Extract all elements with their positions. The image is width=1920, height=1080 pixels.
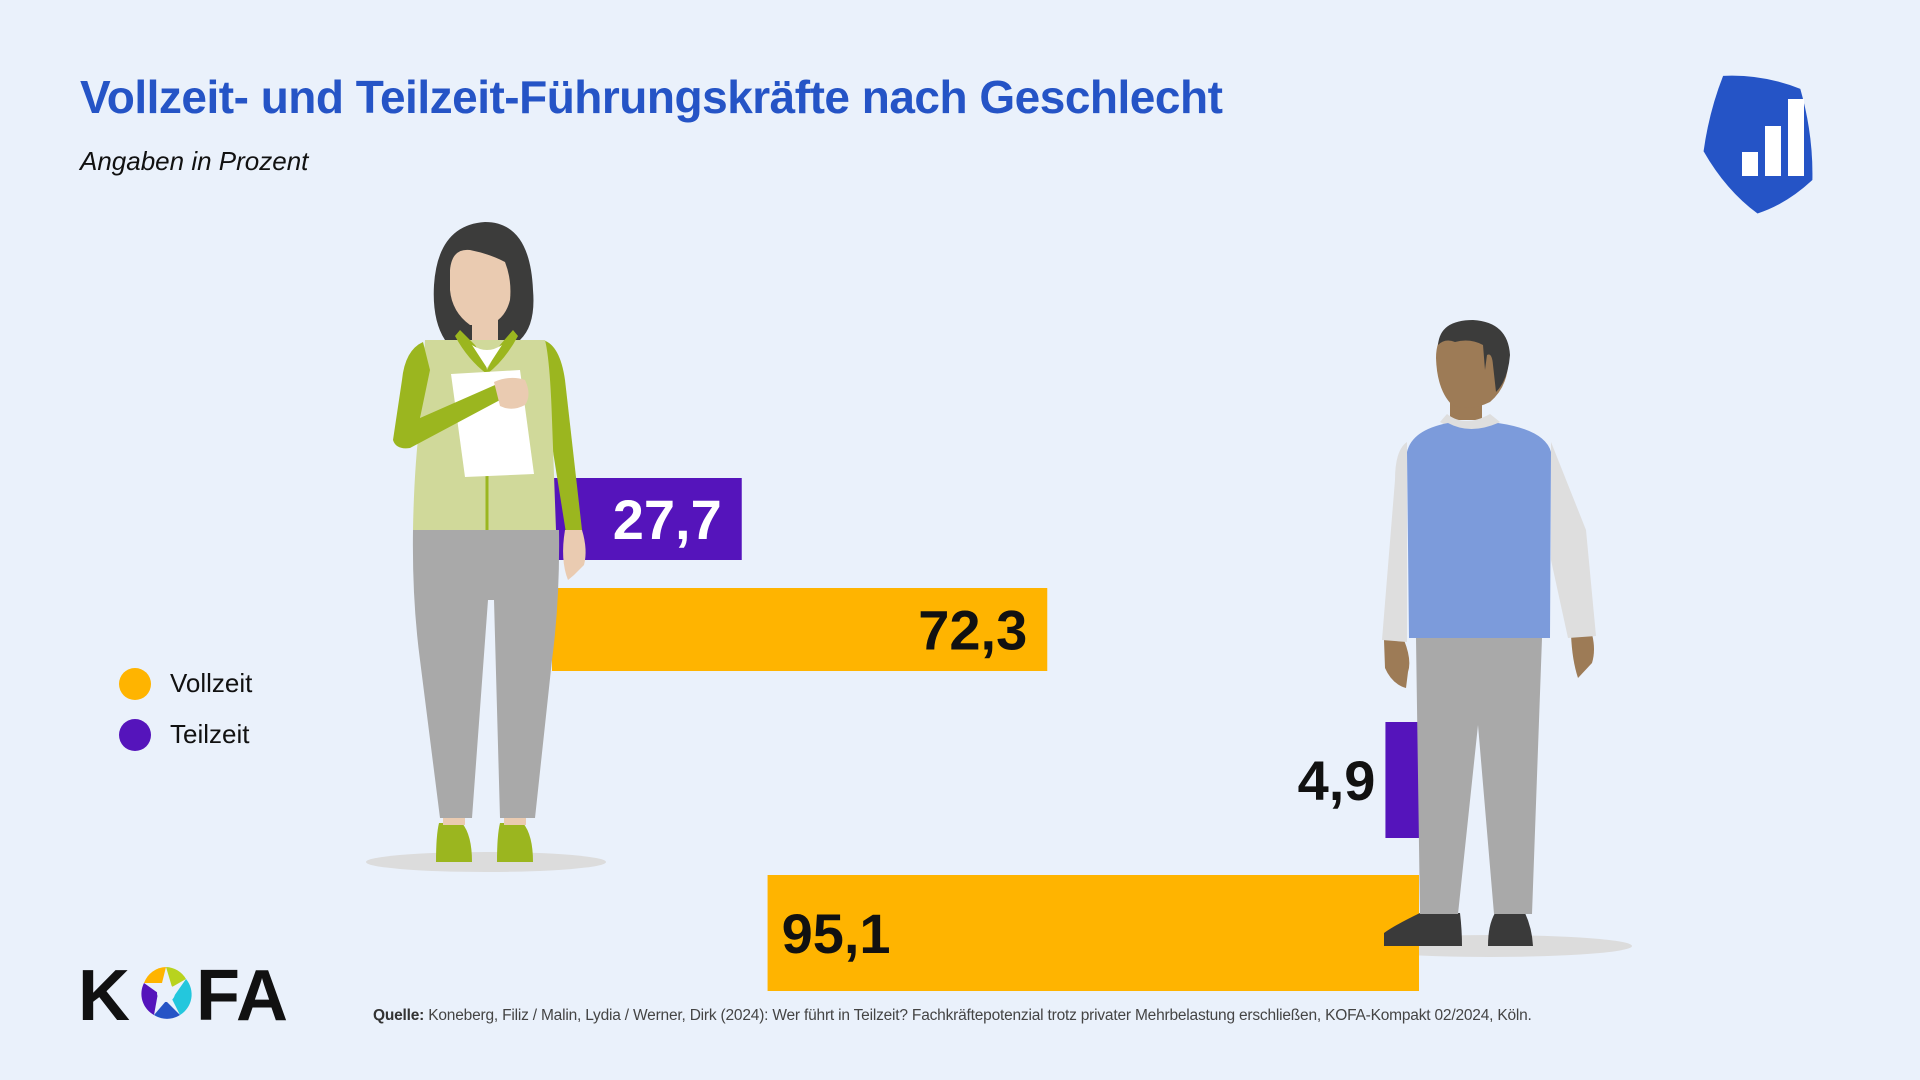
data-label-männer-teilzeit: 4,9	[1298, 749, 1376, 812]
svg-text:K: K	[78, 960, 130, 1026]
data-label-frauen-teilzeit: 27,7	[613, 488, 722, 551]
bar-frauen-vollzeit	[552, 588, 1048, 671]
bars-layer: 27,7 4,9 72,3 95,1	[552, 478, 1419, 991]
legend-item-teilzeit: Teilzeit	[119, 709, 252, 760]
bar-chart-shield-icon	[1703, 75, 1813, 214]
bar-männer-vollzeit	[767, 875, 1419, 991]
page-subtitle: Angaben in Prozent	[80, 146, 309, 176]
source-citation: Quelle: Koneberg, Filiz / Malin, Lydia /…	[373, 1007, 1532, 1025]
woman-figure	[393, 222, 586, 862]
kofa-logo: K FA	[78, 960, 288, 1026]
svg-text:FA: FA	[196, 960, 288, 1026]
page-title: Vollzeit- und Teilzeit-Führungskräfte na…	[80, 71, 1223, 123]
woman-shadow	[366, 852, 606, 872]
legend-label-teilzeit: Teilzeit	[170, 719, 250, 749]
data-label-frauen-vollzeit: 72,3	[918, 599, 1027, 662]
legend-item-vollzeit: Vollzeit	[119, 658, 252, 709]
legend-swatch-vollzeit	[119, 667, 151, 700]
data-label-männer-vollzeit: 95,1	[782, 902, 891, 965]
legend-label-vollzeit: Vollzeit	[170, 668, 253, 698]
source-label: Quelle:	[373, 1007, 425, 1024]
legend: Vollzeit Teilzeit	[119, 658, 252, 760]
source-text: Koneberg, Filiz / Malin, Lydia / Werner,…	[424, 1007, 1532, 1024]
legend-swatch-teilzeit	[119, 718, 151, 751]
man-figure	[1382, 320, 1596, 946]
aperture-icon	[141, 967, 192, 1019]
bar-männer-teilzeit	[1385, 722, 1419, 838]
